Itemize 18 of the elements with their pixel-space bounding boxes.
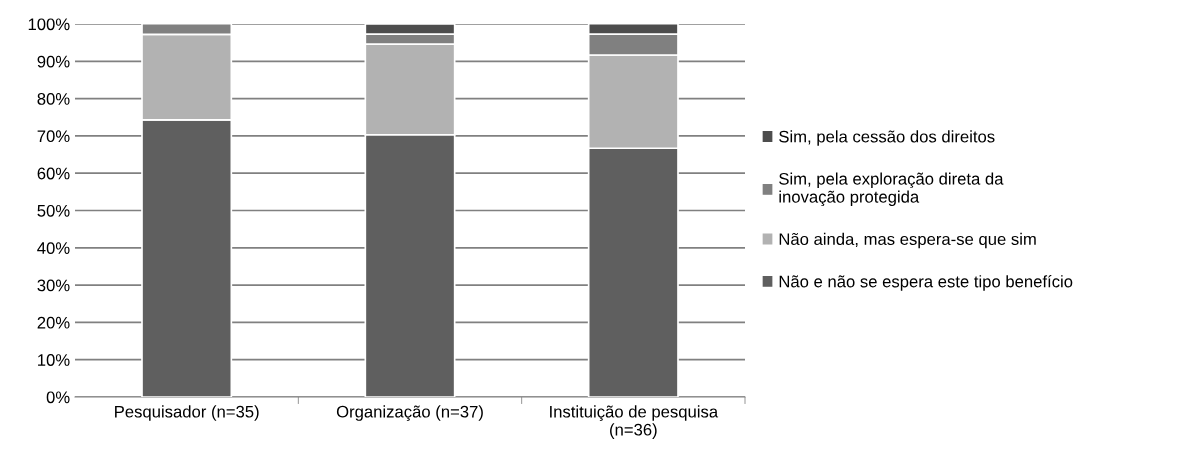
x-tick-label: Pesquisador (n=35) (115, 405, 259, 421)
y-tick-label: 50% (37, 204, 70, 217)
y-tick-label: 20% (37, 316, 70, 329)
y-tick-label: 80% (37, 93, 70, 105)
y-tick-label: 90% (37, 55, 70, 68)
y-tick-label: 70% (37, 130, 70, 143)
y-tick-label: 10% (38, 354, 70, 366)
x-tick-label: Organização (n=37) (336, 405, 483, 421)
y-tick-label: 0% (46, 391, 70, 404)
legend-label: Sim, pela cessão dos direitos (779, 130, 995, 146)
y-tick-label: 40% (37, 242, 70, 254)
y-tick-label: 30% (37, 279, 70, 292)
x-tick-label: Instituição de pesquisa (n=36) (550, 405, 719, 439)
y-tick-label: 60% (37, 167, 70, 180)
y-tick-label: 100% (28, 18, 70, 31)
legend-label: Não e não se espera este tipo benefício (779, 274, 1073, 291)
legend-label: Sim, pela exploração direta da inovação protegida (779, 172, 1004, 207)
legend-label: Não ainda, mas espera-se que sim (779, 232, 1036, 249)
